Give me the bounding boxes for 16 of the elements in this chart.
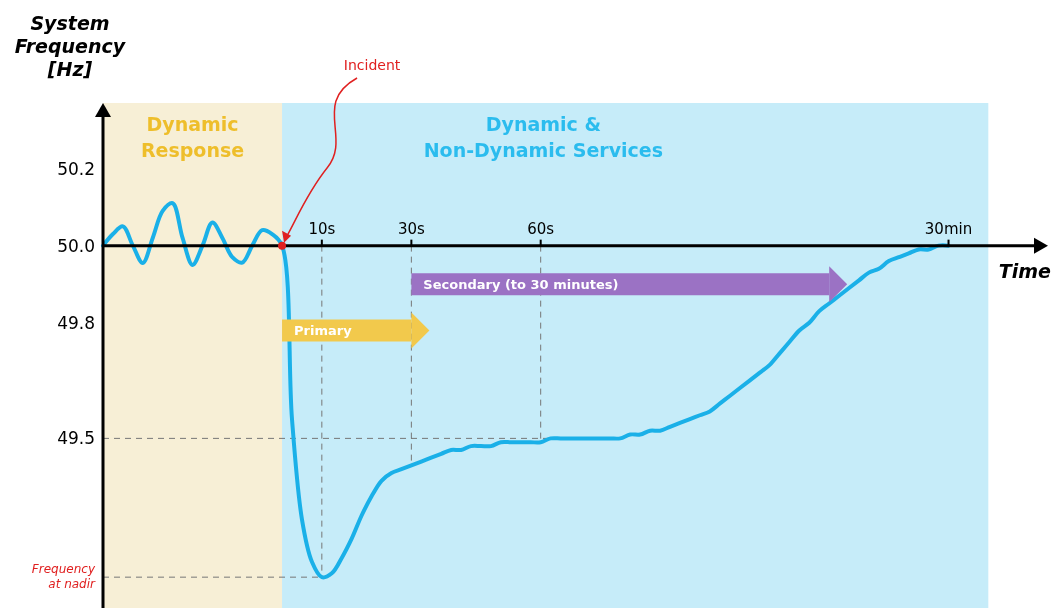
text: Incident: [343, 57, 401, 73]
y-tick-label: 49.8: [57, 312, 95, 333]
annotation: Dynamic Response: [140, 113, 245, 161]
y-tick-label: 50.0: [57, 235, 95, 256]
y-axis-title: System Frequency [Hz]: [14, 12, 127, 80]
x-tick-label: 30s: [397, 219, 425, 238]
series-label: Secondary (to 30 minutes): [423, 277, 619, 293]
series-label: Primary: [294, 323, 353, 339]
y-tick-label: 50.2: [57, 158, 95, 179]
annotation: Dynamic & Non-Dynamic Services: [423, 113, 664, 161]
y-tick-label: Frequency at nadir: [31, 562, 97, 592]
x-tick-label: 60s: [527, 219, 555, 238]
y-tick-label: 49.5: [57, 428, 95, 449]
x-axis-title: Time: [998, 259, 1052, 282]
x-tick-label: 10s: [308, 219, 336, 238]
x-tick-label: 30min: [924, 219, 973, 238]
